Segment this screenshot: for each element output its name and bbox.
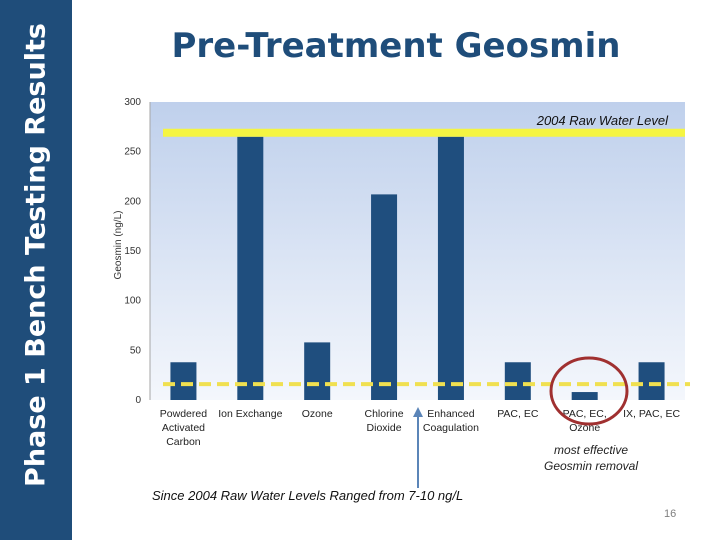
page-title: Pre-Treatment Geosmin xyxy=(171,26,621,66)
bar xyxy=(304,342,331,400)
bar xyxy=(371,194,398,400)
y-tick-label: 250 xyxy=(124,147,141,158)
bar xyxy=(504,362,531,400)
x-tick-label: PAC, EC, Ozone xyxy=(563,408,607,434)
y-tick-label: 300 xyxy=(124,97,141,108)
y-tick-label: 100 xyxy=(124,296,141,307)
x-tick-label: IX, PAC, EC xyxy=(623,408,680,420)
sidebar: Phase 1 Bench Testing Results xyxy=(0,0,72,540)
y-tick-label: 200 xyxy=(124,196,141,207)
plot-area xyxy=(150,102,685,400)
x-tick-label: Powdered Activated Carbon xyxy=(160,408,207,448)
y-tick-label: 0 xyxy=(135,395,141,406)
bar xyxy=(437,136,464,400)
most-effective-circle xyxy=(549,356,629,426)
y-axis-label: Geosmin (ng/L) xyxy=(113,211,124,280)
x-tick-label: Ion Exchange xyxy=(218,408,282,420)
most-effective-label: most effective Geosmin removal xyxy=(544,443,638,473)
bar xyxy=(237,136,264,400)
x-tick-label: Enhanced Coagulation xyxy=(423,408,479,434)
x-tick-label: PAC, EC xyxy=(497,408,539,420)
bar xyxy=(571,392,598,400)
y-tick-label: 150 xyxy=(124,246,141,257)
x-tick-label: Chlorine Dioxide xyxy=(365,408,404,434)
bar xyxy=(638,362,665,400)
raw-water-level-label: 2004 Raw Water Level xyxy=(536,113,669,128)
raw-range-note: Since 2004 Raw Water Levels Ranged from … xyxy=(152,488,463,503)
y-tick-label: 50 xyxy=(130,345,142,356)
page-number: 16 xyxy=(664,508,677,520)
bar xyxy=(170,362,197,400)
x-tick-label: Ozone xyxy=(302,408,333,420)
